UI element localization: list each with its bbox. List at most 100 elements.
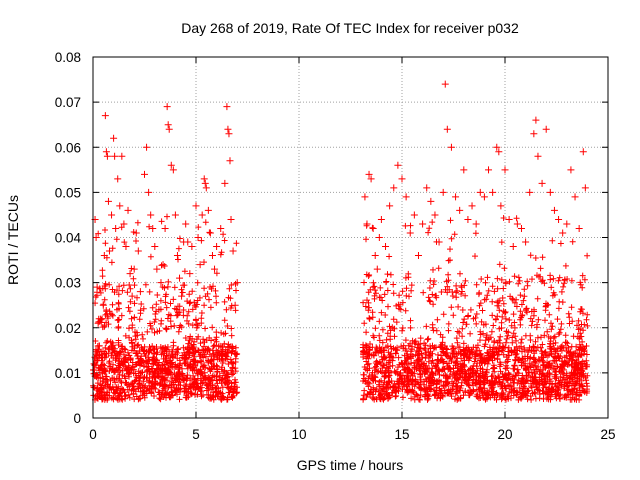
data-point (165, 125, 173, 133)
data-point (208, 252, 216, 260)
data-point (559, 229, 567, 237)
data-point (509, 243, 517, 251)
data-point (149, 224, 157, 232)
data-point (198, 211, 206, 219)
data-point (375, 234, 383, 241)
data-point (110, 134, 118, 142)
data-point (419, 220, 427, 228)
data-point (188, 243, 196, 251)
data-point (155, 306, 163, 314)
data-point (517, 224, 525, 232)
data-point (571, 193, 579, 201)
data-point (579, 148, 587, 156)
data-point (398, 175, 406, 183)
data-point (196, 261, 204, 269)
y-tick-label: 0.05 (55, 185, 81, 200)
data-point (472, 220, 480, 228)
data-point (141, 170, 148, 178)
data-point (513, 220, 521, 228)
data-point (104, 197, 112, 205)
axis-tick-labels: 0 5 10 15 20 25 0 0.01 0.02 0.03 0.04 0.05 0.06 0.07 0… (55, 50, 616, 442)
data-point (555, 215, 563, 223)
data-point (373, 265, 381, 273)
data-point (410, 211, 418, 219)
data-point (427, 197, 435, 205)
data-point (186, 270, 194, 278)
data-point (161, 224, 169, 232)
y-tick-label: 0.06 (55, 140, 81, 155)
data-point (460, 166, 468, 174)
x-tick-label: 0 (89, 427, 97, 442)
data-point (532, 116, 540, 124)
data-point (423, 184, 431, 192)
data-point (99, 301, 107, 309)
data-points (90, 80, 591, 403)
data-point (163, 103, 171, 111)
x-tick-label: 15 (394, 427, 409, 442)
data-point (194, 234, 202, 241)
data-point (406, 229, 414, 237)
data-point (476, 188, 484, 196)
data-point (130, 265, 138, 273)
data-point (94, 319, 102, 327)
data-point (365, 170, 373, 178)
grid-lines (93, 57, 608, 418)
data-point (530, 130, 538, 138)
data-point (143, 143, 151, 151)
x-axis-label: GPS time / hours (297, 457, 404, 473)
data-point (101, 112, 109, 120)
x-tick-label: 25 (600, 427, 615, 442)
data-point (122, 243, 130, 251)
data-point (96, 373, 104, 381)
y-axis-label: ROTI / TECUs (5, 195, 21, 285)
data-point (386, 202, 394, 210)
data-point (221, 179, 229, 187)
data-point (103, 152, 111, 160)
data-point (439, 188, 447, 196)
data-point (114, 175, 122, 183)
y-tick-label: 0.02 (55, 321, 81, 336)
data-point (153, 265, 161, 273)
data-point (151, 243, 159, 251)
data-point-cloud (90, 213, 591, 403)
data-point (464, 215, 472, 223)
y-tick-label: 0.07 (55, 95, 81, 110)
data-point (225, 130, 233, 138)
data-point (377, 215, 385, 223)
data-point (546, 188, 554, 196)
data-point (124, 206, 132, 214)
data-point (550, 206, 558, 214)
data-point (223, 103, 231, 111)
data-point (173, 252, 181, 260)
data-point (90, 360, 98, 368)
data-point (192, 202, 200, 210)
data-point (159, 261, 167, 269)
data-point (363, 220, 371, 228)
data-point (164, 121, 172, 129)
data-point (443, 125, 451, 133)
data-point (157, 279, 165, 287)
data-point (171, 211, 179, 219)
data-point (178, 292, 186, 300)
data-point (563, 220, 571, 228)
y-tick-label: 0 (73, 411, 81, 426)
data-point (534, 152, 542, 160)
x-tick-label: 20 (497, 427, 512, 442)
y-tick-label: 0.08 (55, 50, 81, 65)
data-point (126, 270, 134, 278)
data-point (526, 188, 534, 196)
chart-title: Day 268 of 2019, Rate Of TEC Index for r… (181, 20, 519, 36)
data-point (493, 143, 501, 151)
data-point (485, 166, 493, 174)
data-point (134, 247, 142, 255)
data-point (147, 211, 155, 219)
data-point (441, 80, 449, 88)
data-point (371, 252, 379, 260)
data-point (95, 342, 103, 350)
data-point (231, 301, 239, 309)
data-point (414, 252, 422, 260)
plot-frame (92, 56, 609, 419)
data-point (452, 193, 460, 201)
data-point (102, 148, 110, 156)
data-point (105, 247, 113, 255)
